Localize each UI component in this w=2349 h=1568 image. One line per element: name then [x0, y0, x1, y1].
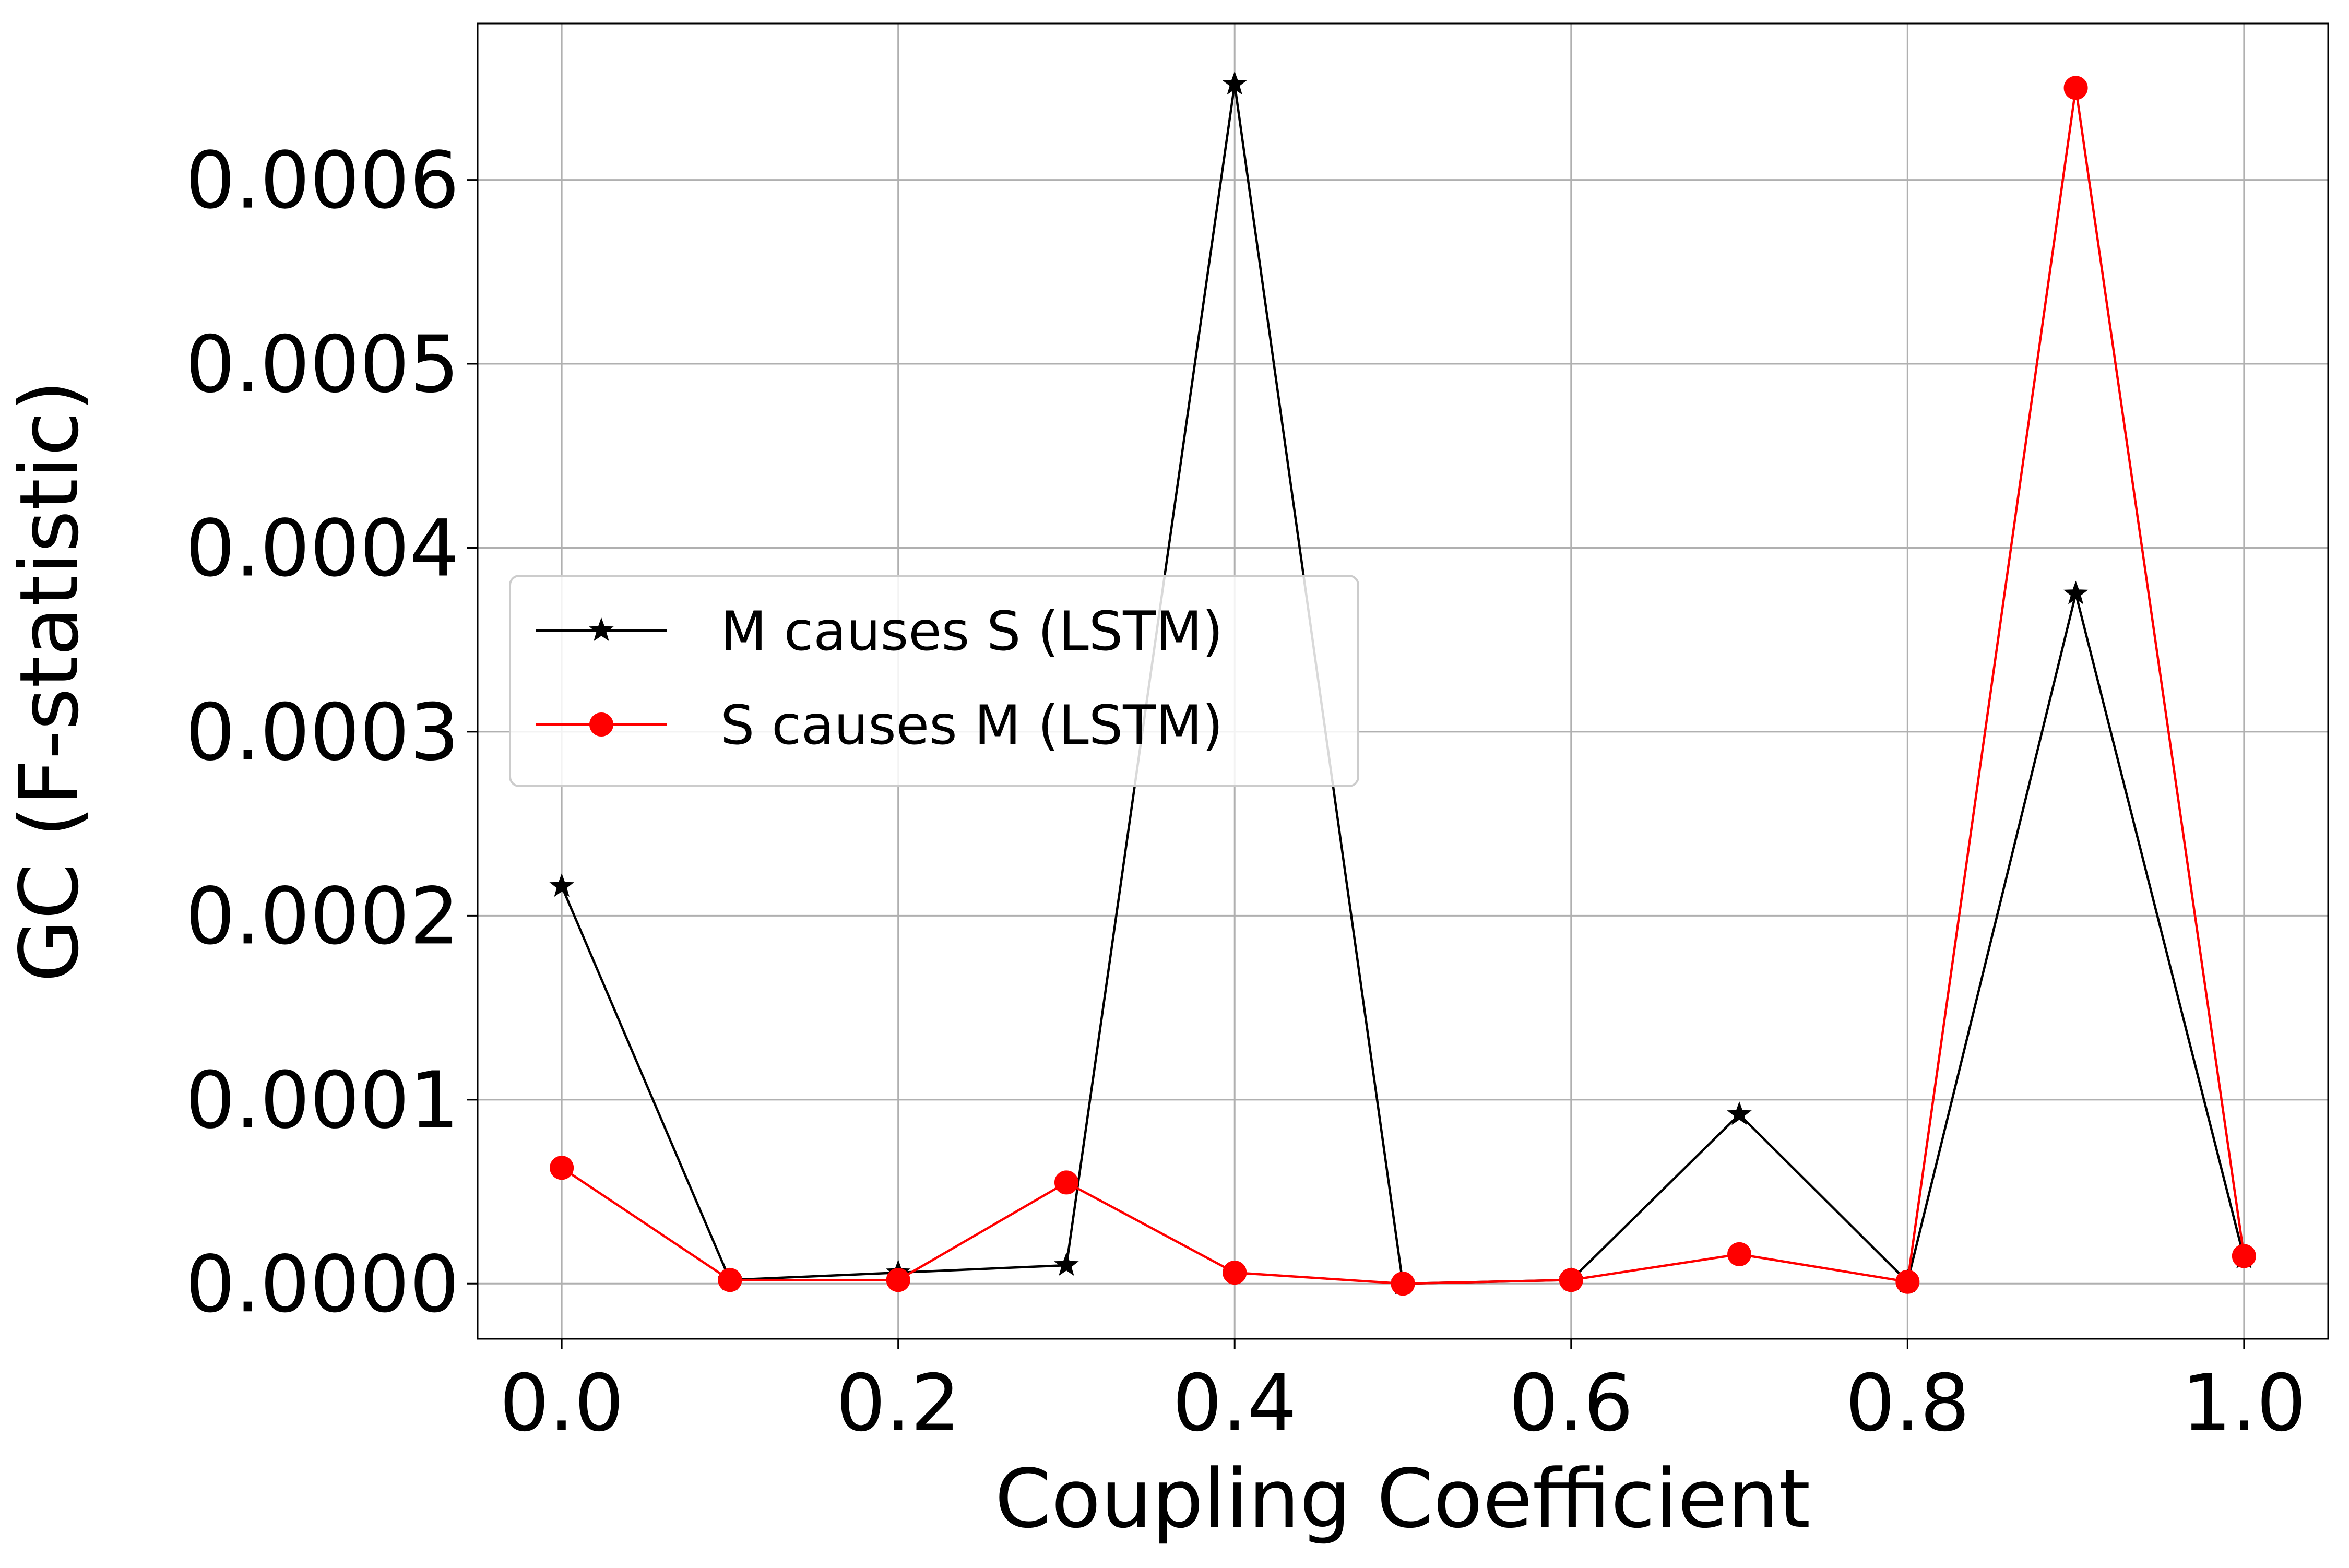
data-point — [2063, 76, 2088, 100]
data-point — [2063, 580, 2089, 604]
data-point — [1054, 1252, 1079, 1276]
x-tick-label: 0.2 — [836, 1358, 960, 1449]
data-point — [2232, 1244, 2256, 1268]
legend-item: S causes M (LSTM) — [536, 694, 1223, 757]
x-axis-title: Coupling Coefficient — [995, 1452, 1811, 1546]
data-point — [718, 1268, 742, 1292]
legend-marker — [589, 712, 613, 737]
legend-marker — [589, 617, 614, 642]
data-point — [1222, 71, 1248, 95]
y-tick-label: 0.0000 — [185, 1239, 459, 1330]
y-tick-label: 0.0001 — [185, 1055, 459, 1146]
data-point — [1223, 1261, 1247, 1285]
data-point — [1391, 1272, 1415, 1296]
data-point — [1054, 1170, 1078, 1195]
data-point — [1559, 1268, 1583, 1292]
legend-label: S causes M (LSTM) — [720, 694, 1223, 757]
y-tick-label: 0.0002 — [185, 871, 459, 962]
legend-label: M causes S (LSTM) — [720, 600, 1223, 663]
legend-box — [509, 575, 1359, 787]
data-point — [886, 1268, 910, 1292]
series-2 — [550, 76, 2256, 1296]
x-tick-label: 0.8 — [1845, 1358, 1970, 1449]
data-point — [1895, 1269, 1920, 1294]
y-tick-label: 0.0004 — [185, 503, 459, 594]
y-axis-title: GC (F-statistic) — [2, 380, 97, 982]
x-tick-label: 1.0 — [2182, 1358, 2307, 1449]
data-point — [1727, 1242, 1752, 1266]
ticks: 0.0 0.2 0.4 0.6 0.8 1.0 0.0000 0.0001 0.0002 0.00… — [185, 136, 2306, 1449]
data-point — [550, 1156, 574, 1180]
plot-frame — [477, 22, 2329, 1340]
series-group — [549, 71, 2257, 1296]
x-tick-label: 0.0 — [500, 1358, 624, 1449]
x-tick-label: 0.4 — [1172, 1358, 1297, 1449]
legend: M causes S (LSTM) S causes M (LSTM) — [509, 575, 1359, 787]
legend-item: M causes S (LSTM) — [536, 600, 1223, 663]
y-tick-label: 0.0005 — [185, 319, 459, 410]
data-point — [549, 873, 574, 897]
x-tick-label: 0.6 — [1509, 1358, 1633, 1449]
y-tick-label: 0.0006 — [185, 136, 459, 227]
y-tick-label: 0.0003 — [185, 687, 459, 778]
data-point — [1727, 1101, 1752, 1125]
